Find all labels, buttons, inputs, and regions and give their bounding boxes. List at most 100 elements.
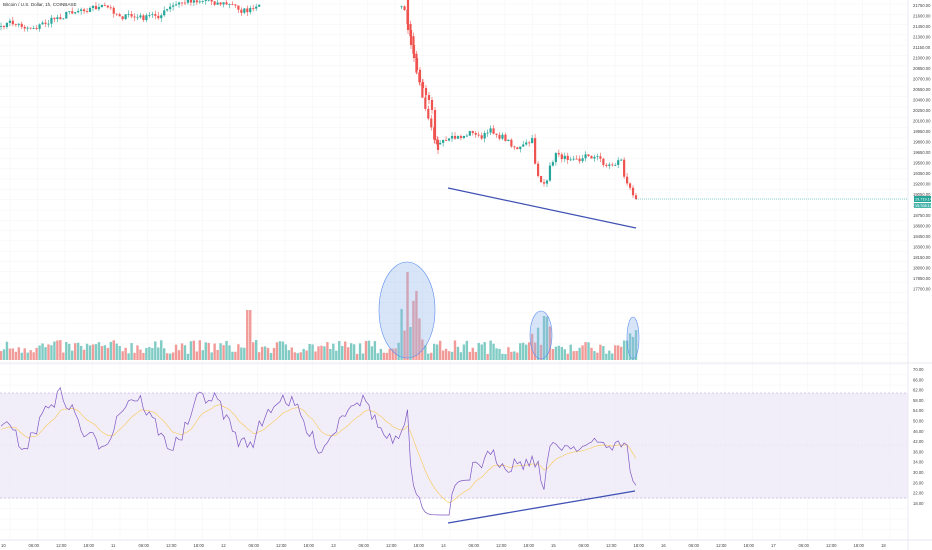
price-tick-label: 18300.00 <box>913 245 931 250</box>
candle-body <box>450 135 454 139</box>
volume-bar <box>587 342 590 360</box>
candle-body <box>557 153 560 155</box>
candle-body <box>240 9 243 13</box>
candle-body <box>620 159 623 161</box>
volume-bar <box>542 315 546 360</box>
volume-bar <box>109 341 112 360</box>
volume-bar <box>112 340 115 360</box>
volume-bar <box>397 342 400 360</box>
candle-body <box>430 100 434 110</box>
candle-body <box>225 2 228 5</box>
volume-bar <box>293 352 296 360</box>
candle-body <box>504 134 507 142</box>
time-tick-label: 06:00 <box>29 543 40 548</box>
time-tick-label: 06:00 <box>689 543 700 548</box>
volume-bar <box>477 342 480 360</box>
price-tick-label: 20400.00 <box>913 98 931 103</box>
rsi-axis[interactable]: 70.00 66.00 62.00 58.00 54.00 50.00 46.00 42.00… <box>913 367 924 506</box>
volume-bar <box>163 348 166 360</box>
candle-body <box>8 20 12 23</box>
volume-bar <box>278 341 282 360</box>
volume-bar <box>628 333 632 360</box>
volume-bar <box>545 316 549 360</box>
candle-body <box>569 159 572 161</box>
volume-bar <box>71 350 74 360</box>
volume-bar <box>418 318 421 360</box>
rsi-tick-label: 54.00 <box>913 408 924 413</box>
volume-bar <box>332 343 335 360</box>
candle-body <box>35 27 38 29</box>
volume-bar <box>73 343 77 360</box>
time-tick-label: 12:00 <box>386 543 397 548</box>
volume-bar <box>53 341 56 360</box>
volume-bar <box>228 345 231 360</box>
volume-bar <box>412 300 415 360</box>
time-axis[interactable]: 10 06:00 12:00 18:00 11 06:00 12:00 18:00 12 06:0… <box>1 543 886 548</box>
volume-bar <box>554 346 558 360</box>
candle-body <box>462 136 465 138</box>
candle-body <box>596 156 599 158</box>
rsi-pane[interactable] <box>0 386 908 516</box>
volume-bar <box>299 352 302 360</box>
last-price-label: 19,719.14 <box>915 198 932 202</box>
volume-bar <box>94 344 98 360</box>
price-axis[interactable]: 21750.00 21600.00 21450.00 21300.00 21150.00… <box>913 3 931 292</box>
volume-bar <box>207 342 210 360</box>
volume-bar <box>373 341 377 360</box>
candle-body <box>228 4 231 6</box>
candle-body <box>115 13 118 15</box>
price-pane[interactable] <box>0 0 908 200</box>
volume-bar <box>47 344 50 360</box>
volume-bar <box>68 343 71 360</box>
volume-bar <box>596 352 599 360</box>
time-tick-label: 18:00 <box>84 543 95 548</box>
volume-bar <box>189 341 193 360</box>
volume-bar <box>599 344 602 360</box>
candle-body <box>154 14 157 16</box>
volume-bar <box>100 346 104 360</box>
volume-bar <box>65 342 68 360</box>
time-tick-label: 12:00 <box>56 543 67 548</box>
volume-bar <box>533 342 537 360</box>
volume-bar <box>516 352 519 360</box>
candle-body <box>231 4 234 6</box>
volume-bar <box>622 340 626 360</box>
drawing-annotations[interactable] <box>378 187 640 524</box>
volume-bar <box>415 290 418 360</box>
volume-bar <box>504 353 507 360</box>
volume-bar <box>157 347 160 360</box>
price-tick-label: 21300.00 <box>913 35 931 40</box>
candle-body <box>444 140 448 141</box>
volume-bar <box>91 344 95 360</box>
volume-bar <box>471 347 474 360</box>
volume-bar <box>382 352 385 360</box>
volume-pane[interactable] <box>0 272 638 360</box>
candle-body <box>611 164 614 166</box>
volume-bar <box>400 308 403 360</box>
volume-bar <box>79 345 83 360</box>
volume-bar <box>480 344 483 360</box>
volume-bar <box>320 345 323 360</box>
rsi-tick-label: 26.00 <box>913 480 924 485</box>
volume-bar <box>581 345 584 360</box>
volume-bar <box>14 351 18 360</box>
candle-body <box>219 2 222 5</box>
price-tick-label: 18600.00 <box>913 224 931 229</box>
time-tick-label: 06:00 <box>249 543 260 548</box>
candle-body <box>74 12 77 14</box>
rsi-tick-label: 22.00 <box>913 491 924 496</box>
candle-body <box>180 2 184 4</box>
price-tick-label: 21450.00 <box>913 24 931 29</box>
candle-body <box>433 110 437 140</box>
candle-body <box>189 0 193 3</box>
volume-bar <box>26 352 29 360</box>
candle-body <box>172 5 175 7</box>
price-tick-label: 19650.00 <box>913 150 931 155</box>
volume-bar <box>364 341 368 360</box>
volume-bar <box>165 353 169 360</box>
candle-body <box>605 164 608 166</box>
rsi-tick-label: 30.00 <box>913 470 924 475</box>
volume-bar <box>522 342 525 360</box>
candle-body <box>501 134 504 139</box>
